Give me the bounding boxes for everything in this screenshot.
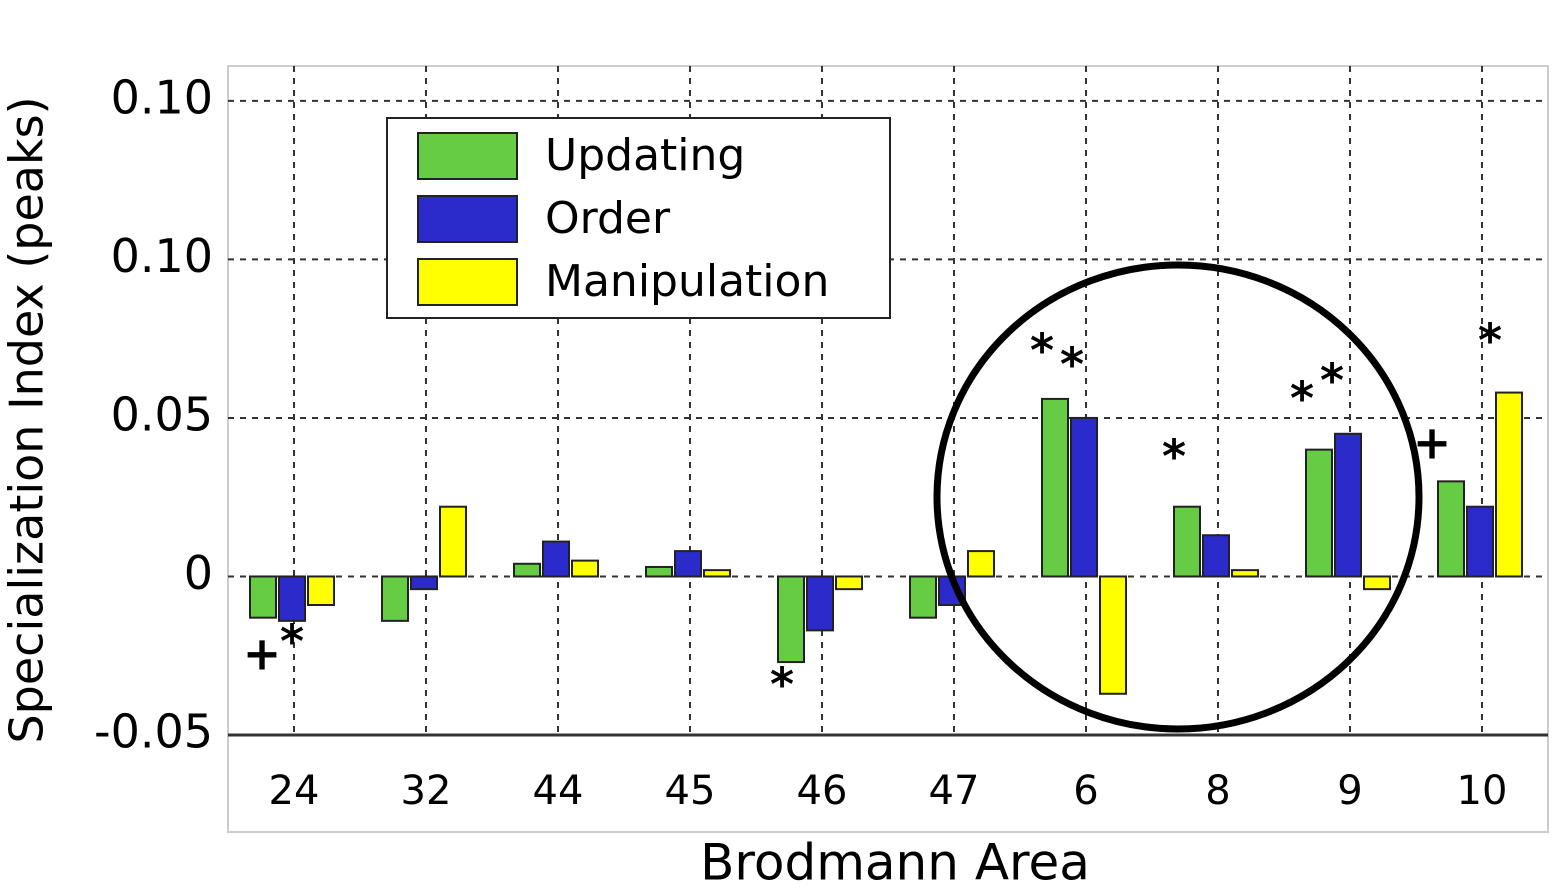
x-tick-label: 44 <box>533 768 584 814</box>
bar <box>674 550 702 578</box>
bar <box>1363 575 1391 591</box>
annotation: * <box>1320 354 1344 408</box>
bar <box>1202 534 1230 578</box>
x-axis-title: Brodmann Area <box>700 834 1090 892</box>
bar <box>513 562 541 578</box>
legend-swatch <box>417 258 518 306</box>
bar <box>278 575 306 622</box>
y-tick-label: -0.05 <box>94 705 213 759</box>
x-tick-label: 45 <box>665 768 716 814</box>
bar <box>835 575 863 591</box>
bar <box>542 540 570 578</box>
y-tick-label: 0.10 <box>111 229 213 283</box>
x-tick-label: 6 <box>1073 768 1098 814</box>
y-tick-label: 0.05 <box>111 387 213 441</box>
bar <box>249 575 277 619</box>
y-tick-label: 0.10 <box>111 70 213 124</box>
legend-swatch <box>417 195 518 243</box>
annotation: * <box>280 615 304 669</box>
bar <box>806 575 834 632</box>
bar <box>909 575 937 619</box>
bar <box>1437 480 1465 578</box>
bar <box>1495 391 1523 578</box>
x-tick-label: 32 <box>401 768 452 814</box>
legend-swatch <box>417 132 518 180</box>
bar <box>1041 397 1069 578</box>
annotation: * <box>1290 372 1314 426</box>
annotation: * <box>1030 324 1054 378</box>
annotation: * <box>1478 314 1502 368</box>
annotation: * <box>1162 430 1186 484</box>
bar <box>381 575 409 622</box>
bar <box>703 569 731 578</box>
bar <box>967 550 995 578</box>
highlight-circle <box>933 261 1423 733</box>
bar <box>1305 448 1333 578</box>
bar <box>1173 505 1201 578</box>
legend-label: Updating <box>545 130 745 181</box>
x-tick-label: 24 <box>269 768 320 814</box>
bar <box>307 575 335 607</box>
legend-label: Order <box>545 193 671 244</box>
x-tick-label: 47 <box>929 768 980 814</box>
x-tick-label: 10 <box>1457 768 1508 814</box>
bar <box>1231 569 1259 578</box>
y-axis-title: Specialization Index (peaks) <box>0 96 54 743</box>
x-tick-label: 8 <box>1205 768 1230 814</box>
legend-label: Manipulation <box>545 256 829 307</box>
bar <box>410 575 438 591</box>
x-tick-label: 46 <box>797 768 848 814</box>
bar <box>1334 432 1362 578</box>
bar <box>1466 505 1494 578</box>
bar <box>1070 416 1098 578</box>
x-tick-label: 9 <box>1337 768 1362 814</box>
bar <box>777 575 805 664</box>
annotation: + <box>243 627 282 681</box>
bar <box>439 505 467 578</box>
annotation: * <box>1060 338 1084 392</box>
bar <box>571 559 599 578</box>
bar <box>1099 575 1127 695</box>
annotation: * <box>770 658 794 712</box>
bar <box>645 565 673 578</box>
y-tick-label: 0 <box>184 546 213 600</box>
